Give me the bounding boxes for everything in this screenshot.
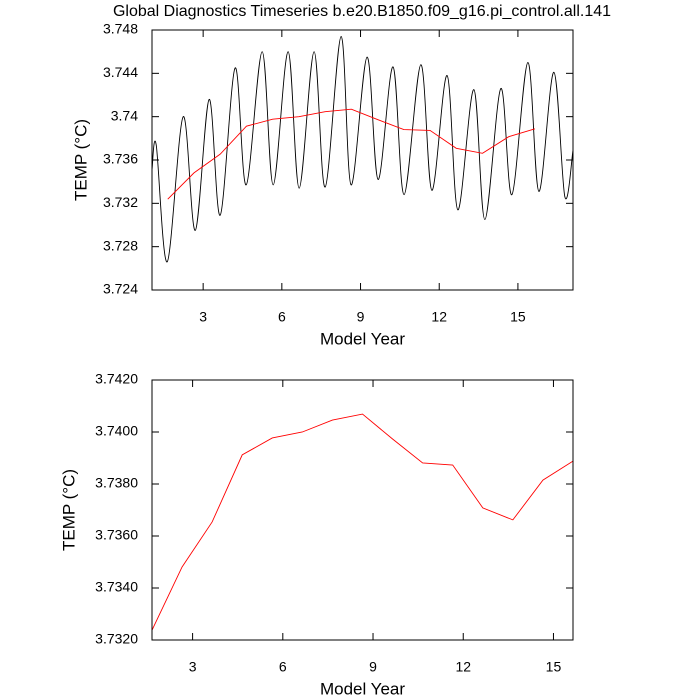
x-tick-label: 6 [279,659,287,675]
data-line [152,36,573,263]
x-axis-label: Model Year [320,679,405,698]
x-tick-label: 15 [546,659,562,675]
x-tick-label: 9 [369,659,377,675]
y-tick-label: 3.7360 [95,527,138,543]
x-tick-label: 9 [357,309,365,325]
y-tick-label: 3.7380 [95,475,138,491]
x-tick-label: 12 [455,659,471,675]
chart-title: Global Diagnostics Timeseries b.e20.B185… [113,3,611,20]
y-tick-label: 3.724 [103,281,138,297]
x-tick-label: 3 [199,309,207,325]
y-tick-label: 3.7340 [95,579,138,595]
y-tick-label: 3.7420 [95,371,138,387]
data-line [167,108,536,200]
y-tick-label: 3.736 [103,151,138,167]
x-tick-label: 15 [510,309,526,325]
y-tick-label: 3.7320 [95,631,138,647]
y-tick-label: 3.744 [103,64,138,80]
y-tick-label: 3.7400 [95,423,138,439]
data-line [152,413,573,631]
y-axis-label: TEMP (°C) [59,469,78,551]
x-tick-label: 6 [278,309,286,325]
x-axis-label: Model Year [320,329,405,348]
x-tick-label: 12 [431,309,447,325]
y-tick-label: 3.74 [111,107,138,123]
plot-frame [151,379,574,641]
y-tick-label: 3.728 [103,237,138,253]
y-tick-label: 3.732 [103,194,138,210]
y-axis-label: TEMP (°C) [71,119,90,201]
y-tick-label: 3.748 [103,21,138,37]
x-tick-label: 3 [189,659,197,675]
